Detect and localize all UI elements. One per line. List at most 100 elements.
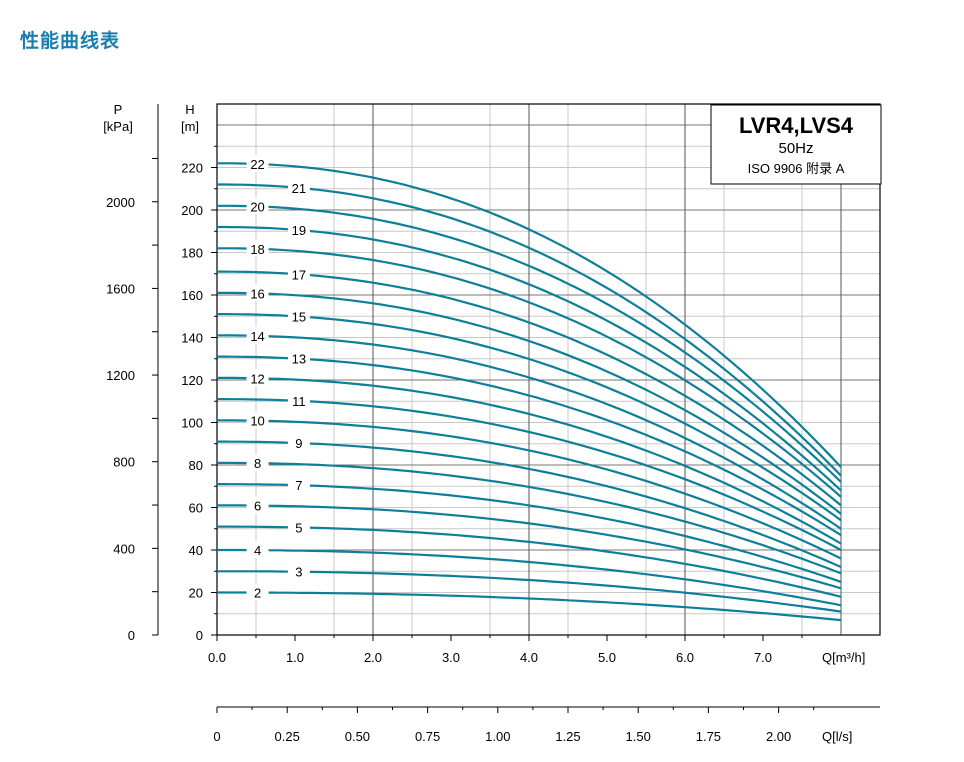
curve-stage-12 (217, 376, 842, 545)
curve-label: 15 (292, 309, 306, 324)
curve-label-bg (246, 154, 269, 172)
curve-label: 5 (295, 520, 302, 535)
curve-stage-20 (217, 204, 842, 483)
curve-label-bg (287, 178, 310, 196)
curve-label: 16 (250, 286, 264, 301)
x-tick-label: 6.0 (676, 650, 694, 665)
curve-label-bg (246, 541, 269, 559)
pressure-tick-label: 1600 (106, 281, 135, 296)
y-tick-label: 60 (189, 501, 203, 516)
axes: 0204060801001201401601802002200400800120… (106, 104, 880, 744)
x-tick-label: 7.0 (754, 650, 772, 665)
curve-stage-8 (217, 461, 842, 575)
curve-label: 8 (254, 456, 261, 471)
curve-label: 6 (254, 499, 261, 514)
flow-ls-tick-label: 1.50 (626, 729, 651, 744)
curve-stage-17 (217, 270, 842, 507)
curve-label-bg (287, 518, 310, 536)
curve-stage-9 (217, 440, 842, 569)
curve-stage-19 (217, 225, 842, 492)
curve-label: 20 (250, 199, 264, 214)
pressure-tick-label: 2000 (106, 195, 135, 210)
curve-stage-14 (217, 334, 842, 530)
curve-label-bg (246, 411, 269, 429)
y-tick-label: 100 (181, 416, 203, 431)
pressure-axis-unit: [kPa] (103, 119, 133, 134)
x-tick-label: 1.0 (286, 650, 304, 665)
curve-label: 11 (292, 394, 306, 409)
pressure-tick-label: 400 (113, 541, 135, 556)
curve-stage-18 (217, 247, 842, 498)
curve-stage-2 (217, 591, 842, 622)
curve-stage-10 (217, 419, 842, 560)
x-tick-label: 2.0 (364, 650, 382, 665)
curve-label-bg (287, 221, 310, 239)
standard-label: ISO 9906 附录 A (748, 161, 845, 176)
y-tick-label: 40 (189, 543, 203, 558)
flow-ls-tick-label: 0 (213, 729, 220, 744)
curve-stage-15 (217, 313, 842, 522)
curve-stage-16 (217, 291, 842, 515)
plot-frame (216, 103, 881, 636)
curve-stage-21 (217, 183, 842, 477)
curve-stage-7 (217, 483, 842, 583)
curve-label: 2 (254, 586, 261, 601)
y-tick-label: 220 (181, 161, 203, 176)
curve-stage-6 (217, 504, 842, 590)
curve-stage-3 (217, 570, 842, 613)
head-axis-unit: [m] (181, 119, 199, 134)
curve-label-bg (246, 454, 269, 472)
curve-label: 10 (250, 414, 264, 429)
curve-label: 4 (254, 543, 261, 558)
curve-label-bg (287, 307, 310, 325)
curve-label: 19 (292, 223, 306, 238)
flow-ls-axis-label: Q[l/s] (822, 729, 852, 744)
curve-label-bg (246, 197, 269, 215)
y-tick-label: 200 (181, 203, 203, 218)
curve-label: 18 (250, 242, 264, 257)
curve-label: 13 (292, 352, 306, 367)
curve-label: 22 (250, 157, 264, 172)
curve-label-bg (287, 265, 310, 283)
curve-stage-5 (217, 525, 842, 598)
curve-label: 7 (295, 478, 302, 493)
curve-label-bg (287, 476, 310, 494)
curve-stage-13 (217, 355, 842, 537)
curve-label-bg (246, 326, 269, 344)
x-tick-label: 4.0 (520, 650, 538, 665)
curve-stage-4 (217, 548, 842, 607)
curve-label: 14 (250, 329, 264, 344)
flow-ls-tick-label: 0.25 (275, 729, 300, 744)
curve-label: 9 (295, 436, 302, 451)
pressure-tick-label: 1200 (106, 368, 135, 383)
y-tick-label: 160 (181, 288, 203, 303)
pressure-tick-label: 0 (128, 628, 135, 643)
curve-label: 12 (250, 371, 264, 386)
flow-ls-tick-label: 0.50 (345, 729, 370, 744)
curve-label-bg (246, 496, 269, 514)
y-tick-label: 140 (181, 331, 203, 346)
flow-ls-tick-label: 1.75 (696, 729, 721, 744)
x-tick-label: 0.0 (208, 650, 226, 665)
y-tick-label: 180 (181, 246, 203, 261)
page-title: 性能曲线表 (20, 30, 121, 52)
pressure-axis-symbol: P (114, 102, 123, 117)
flow-ls-tick-label: 1.25 (555, 729, 580, 744)
curve-label-bg (287, 434, 310, 452)
curve-label-bg (287, 562, 310, 580)
curve-label-bg (246, 583, 269, 601)
flow-ls-tick-label: 2.00 (766, 729, 791, 744)
x-tick-label: 5.0 (598, 650, 616, 665)
frequency-label: 50Hz (778, 140, 813, 157)
x-tick-label: 3.0 (442, 650, 460, 665)
y-tick-label: 20 (189, 586, 203, 601)
y-tick-label: 120 (181, 373, 203, 388)
y-tick-label: 80 (189, 458, 203, 473)
curve-label-bg (287, 349, 310, 367)
legend-box: LVR4,LVS4 50Hz ISO 9906 附录 A (710, 104, 882, 185)
model-label: LVR4,LVS4 (739, 113, 854, 138)
curve-label: 21 (292, 181, 306, 196)
curve-label-bg (246, 284, 269, 302)
head-axis-symbol: H (185, 102, 194, 117)
